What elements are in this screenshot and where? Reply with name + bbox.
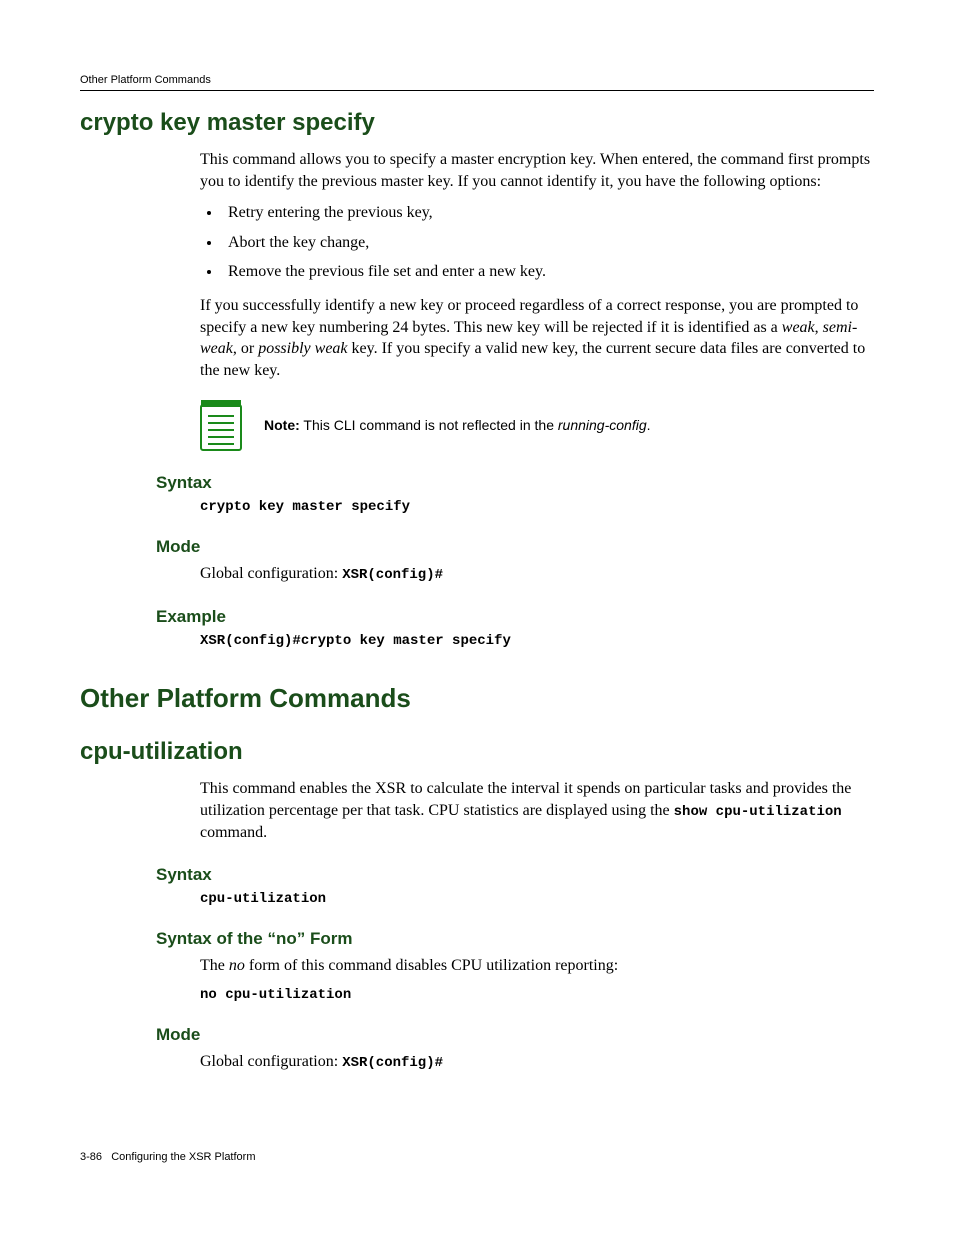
bullet-item: Abort the key change,	[222, 232, 874, 254]
footer-page: 3-86	[80, 1151, 102, 1163]
mode-heading-2: Mode	[156, 1025, 874, 1045]
section1-title: crypto key master specify	[80, 109, 874, 137]
section1-para2: If you successfully identify a new key o…	[200, 295, 874, 381]
syntax-heading-2: Syntax	[156, 865, 874, 885]
section3-title: cpu-utilization	[80, 738, 874, 766]
footer: 3-86 Configuring the XSR Platform	[80, 1151, 256, 1163]
section1-bullets: Retry entering the previous key, Abort t…	[200, 202, 874, 283]
bullet-item: Remove the previous file set and enter a…	[222, 261, 874, 283]
example-heading: Example	[156, 607, 874, 627]
header-text: Other Platform Commands	[80, 74, 211, 86]
note-text: Note: This CLI command is not reflected …	[264, 417, 651, 433]
syntax-code-2: cpu-utilization	[200, 891, 874, 907]
noform-code: no cpu-utilization	[200, 987, 874, 1003]
bullet-item: Retry entering the previous key,	[222, 202, 874, 224]
section2-title: Other Platform Commands	[80, 683, 874, 714]
section1-body: This command allows you to specify a mas…	[200, 149, 874, 381]
mode-text: Global configuration: XSR(config)#	[200, 563, 874, 585]
syntax-code: crypto key master specify	[200, 499, 874, 515]
page-header: Other Platform Commands	[80, 74, 874, 91]
mode-text-2: Global configuration: XSR(config)#	[200, 1051, 874, 1073]
section3-body: This command enables the XSR to calculat…	[200, 778, 874, 843]
noform-heading: Syntax of the “no” Form	[156, 929, 874, 949]
footer-label: Configuring the XSR Platform	[111, 1151, 255, 1163]
syntax-heading: Syntax	[156, 473, 874, 493]
example-code: XSR(config)#crypto key master specify	[200, 633, 874, 649]
note-block: Note: This CLI command is not reflected …	[200, 399, 874, 451]
page: Other Platform Commands crypto key maste…	[0, 0, 954, 1235]
note-icon	[200, 399, 242, 451]
noform-text: The no form of this command disables CPU…	[200, 955, 874, 977]
mode-heading: Mode	[156, 537, 874, 557]
section1-intro: This command allows you to specify a mas…	[200, 149, 874, 192]
section3-intro: This command enables the XSR to calculat…	[200, 778, 874, 843]
